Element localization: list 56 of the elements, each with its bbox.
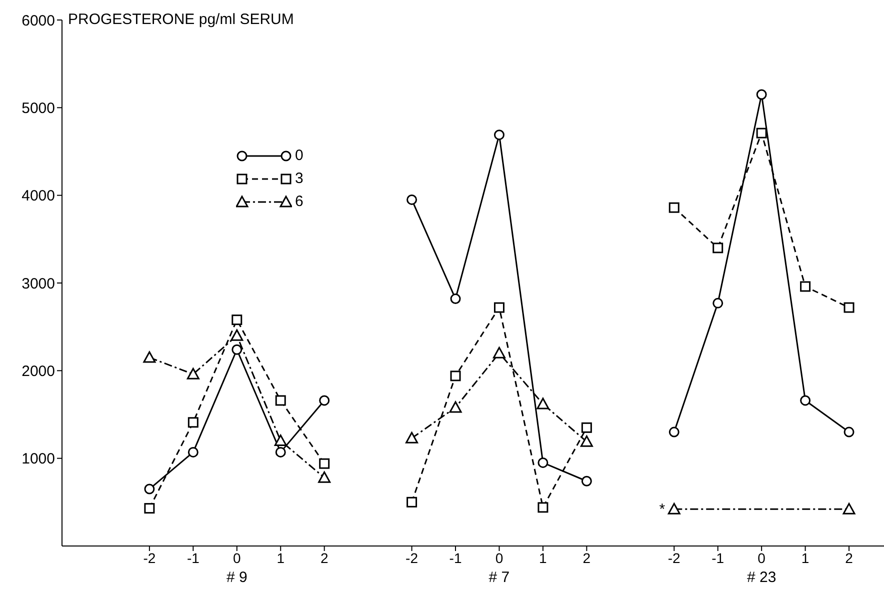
x-tick-label: 1 (801, 550, 810, 566)
point (318, 471, 331, 483)
point (144, 484, 155, 494)
point (844, 302, 854, 313)
point (668, 502, 680, 514)
x-tick-label: 0 (495, 550, 504, 566)
y-tick-label: 4000 (22, 188, 55, 205)
point (712, 298, 724, 308)
point (800, 395, 811, 406)
point (668, 202, 680, 213)
point (232, 314, 242, 326)
point (756, 128, 767, 138)
point (188, 417, 198, 428)
point (143, 351, 156, 363)
point (144, 503, 155, 514)
x-tick-label: 1 (539, 550, 548, 566)
x-tick-label: -1 (712, 550, 724, 566)
legend-label: 0 (295, 147, 304, 164)
x-tick-label: -2 (668, 550, 681, 566)
x-tick-label: 1 (276, 550, 285, 566)
x-tick-label: 2 (845, 550, 854, 566)
x-tick-label: -2 (406, 550, 418, 566)
point (275, 446, 286, 458)
annotation: * (659, 501, 666, 518)
text: # 9 (226, 569, 248, 586)
y-tick-label: 2000 (22, 362, 55, 380)
point (844, 426, 854, 438)
point (275, 395, 286, 406)
point (186, 368, 200, 380)
x-tick-label: -2 (143, 550, 156, 566)
y-tick-label: 6000 (22, 12, 55, 30)
point (712, 242, 724, 254)
y-tick-label: 1000 (22, 450, 55, 468)
text: # 7 (488, 569, 510, 586)
x-tick-label: 0 (758, 550, 766, 566)
point (319, 458, 330, 469)
point (668, 426, 680, 438)
x-tick-label: 2 (320, 550, 328, 566)
legend-label: 6 (295, 193, 304, 210)
x-tick-label: 0 (232, 550, 241, 566)
point (230, 329, 244, 341)
point (842, 502, 856, 514)
point (274, 434, 287, 446)
point (188, 446, 198, 458)
y-tick-label: 5000 (22, 100, 55, 117)
text: # 23 (746, 569, 776, 586)
x-tick-label: 2 (582, 550, 591, 566)
point (800, 281, 811, 292)
y-axis-title: PROGESTERONE pg/ml SERUM (68, 11, 294, 28)
point (756, 89, 767, 100)
point (232, 344, 242, 355)
y-tick-label: 3000 (22, 275, 55, 292)
point (319, 395, 330, 406)
legend-label: 3 (295, 170, 304, 187)
x-tick-label: -1 (449, 550, 462, 566)
x-tick-label: -1 (186, 550, 200, 566)
